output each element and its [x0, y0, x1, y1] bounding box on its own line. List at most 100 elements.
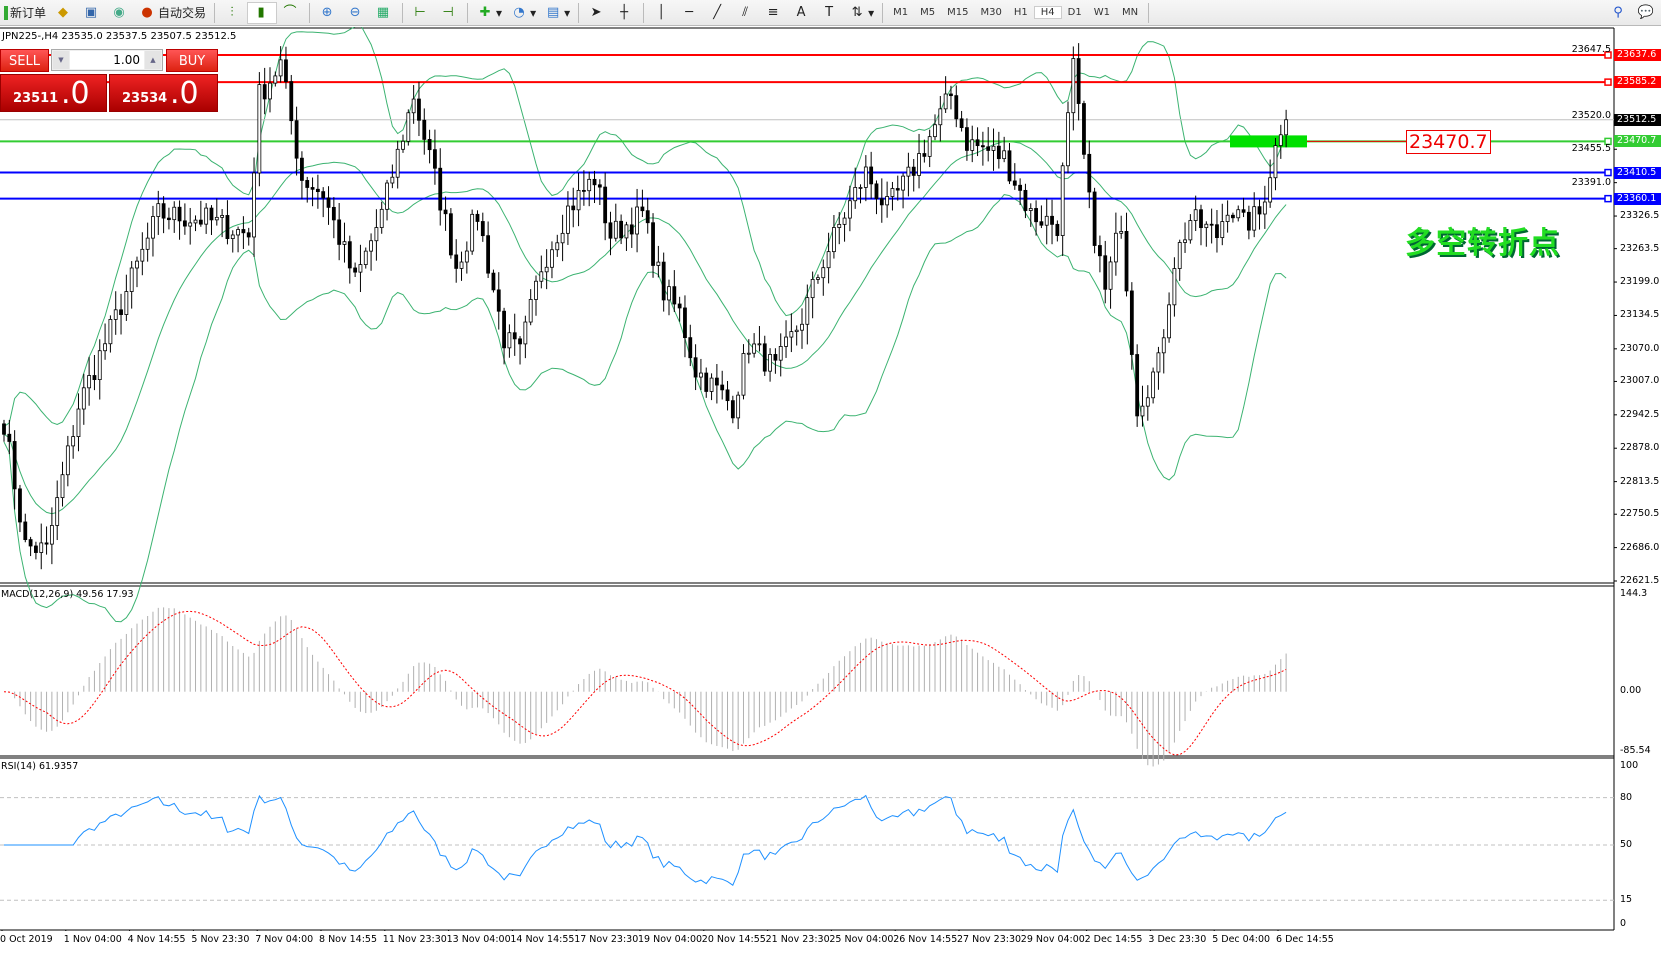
bullish-candle — [847, 200, 852, 219]
crosshair-icon: ┼ — [620, 4, 629, 20]
lots-input[interactable] — [70, 51, 144, 69]
bearish-candle — [879, 198, 884, 206]
crosshair-button[interactable]: ┼ — [611, 2, 639, 24]
bullish-candle — [140, 248, 145, 262]
timeframe-m30[interactable]: M30 — [980, 7, 1002, 18]
bearish-candle — [92, 375, 97, 381]
bearish-candle — [571, 205, 576, 211]
bullish-candle — [97, 350, 102, 381]
chat-button[interactable]: 💬 — [1633, 2, 1661, 24]
bullish-candle — [709, 377, 714, 392]
time-axis-label: 6 Dec 14:55 — [1276, 934, 1334, 945]
bullish-candle — [87, 375, 92, 389]
bullish-candle — [220, 215, 225, 218]
bullish-candle — [1220, 221, 1225, 239]
signals-button[interactable]: ◉ — [106, 2, 134, 24]
bullish-candle — [273, 75, 278, 84]
lots-stepper[interactable]: ▼ ▲ — [51, 49, 163, 71]
bullish-candle — [1044, 215, 1049, 226]
time-axis-label: 3 Dec 23:30 — [1148, 934, 1207, 945]
bullish-candle — [699, 372, 703, 378]
indicators-button[interactable]: ✚ ▾ — [472, 2, 506, 24]
bullish-candle — [1167, 304, 1171, 339]
bullish-candle — [752, 343, 757, 354]
bearish-candle — [480, 221, 485, 237]
buy-button[interactable]: BUY — [166, 49, 218, 72]
autotrade-button[interactable]: ● 自动交易 — [134, 2, 210, 24]
text-button[interactable]: A — [788, 2, 816, 24]
zoom-in-button[interactable]: ⊕ — [314, 2, 342, 24]
price-axis-label: 22621.5 — [1620, 575, 1660, 586]
bearish-candle — [284, 59, 288, 82]
bearish-candle — [619, 220, 624, 239]
line-chart-button[interactable]: ⌒ — [277, 2, 305, 24]
trendline-button[interactable]: ╱ — [704, 2, 732, 24]
bullish-candle — [151, 216, 155, 239]
bearish-candle — [954, 95, 959, 120]
templates-button[interactable]: ▤ ▾ — [540, 2, 574, 24]
timeframe-m1[interactable]: M1 — [893, 7, 909, 18]
sell-price-button[interactable]: 23511 .0 — [0, 74, 107, 112]
cursor-button[interactable]: ➤ — [583, 2, 611, 24]
bearish-candle — [1209, 223, 1214, 226]
candlestick-button[interactable]: ▮ — [247, 1, 278, 24]
bullish-candle — [1225, 214, 1230, 222]
bearish-candle — [305, 180, 310, 188]
time-axis-label: 21 Nov 23:30 — [765, 934, 830, 945]
bearish-candle — [1050, 215, 1054, 225]
lots-decrease-button[interactable]: ▼ — [53, 51, 69, 69]
chart-shift-button[interactable]: ⊣ — [435, 2, 463, 24]
bearish-candle — [996, 145, 1001, 160]
bullish-candle — [363, 250, 368, 265]
timeframe-mn[interactable]: MN — [1121, 7, 1139, 18]
bearish-candle — [1246, 211, 1251, 231]
bar-chart-button[interactable]: ⫶ — [219, 2, 247, 24]
annotation-text: 多空转折点 — [1405, 226, 1560, 261]
arrows-button[interactable]: ⇅ ▾ — [844, 2, 878, 24]
history-button[interactable]: ◆ — [50, 2, 78, 24]
timeframe-w1[interactable]: W1 — [1093, 7, 1110, 18]
buy-price-button[interactable]: 23534 .0 — [109, 74, 218, 112]
level-handle — [1604, 168, 1612, 177]
tile-windows-button[interactable]: ▦ — [370, 2, 398, 24]
sell-button[interactable]: SELL — [0, 49, 49, 72]
timeframe-h4[interactable]: H4 — [1033, 6, 1062, 19]
level-zone-rectangle — [1230, 135, 1307, 148]
autoscroll-button[interactable]: ⊢ — [407, 2, 435, 24]
bullish-candle — [390, 176, 395, 184]
periods-button[interactable]: ◔ ▾ — [506, 2, 540, 24]
bullish-candle — [736, 394, 741, 419]
bullish-candle — [1108, 261, 1113, 290]
zoom-out-button[interactable]: ⊖ — [342, 2, 370, 24]
price-axis-label: 23199.0 — [1620, 276, 1660, 288]
price-chart[interactable] — [0, 27, 1661, 931]
timeframe-d1[interactable]: D1 — [1067, 7, 1082, 18]
line-chart-icon: ⌒ — [283, 4, 297, 20]
channel-button[interactable]: ⫽ — [732, 2, 760, 24]
bullish-candle — [252, 172, 256, 238]
bearish-candle — [645, 210, 650, 224]
timeframe-m15[interactable]: M15 — [947, 7, 969, 18]
bearish-candle — [512, 332, 517, 340]
terminal-button[interactable]: ▣ — [78, 2, 106, 24]
candlestick-icon: ▮ — [257, 4, 265, 20]
fibonacci-button[interactable]: ≡ — [760, 2, 788, 24]
new-order-button[interactable]: 新订单 — [0, 2, 50, 24]
signal-icon: ◉ — [113, 4, 125, 20]
bearish-candle — [640, 206, 645, 212]
horizontal-line-button[interactable]: ─ — [676, 2, 704, 24]
search-button[interactable]: ⚲ — [1605, 2, 1633, 24]
timeframe-m5[interactable]: M5 — [920, 7, 936, 18]
bullish-candle — [842, 217, 847, 225]
bearish-candle — [1231, 214, 1235, 219]
lots-increase-button[interactable]: ▲ — [145, 51, 161, 69]
bearish-candle — [326, 197, 331, 208]
bullish-candle — [523, 321, 528, 345]
timeframe-h1[interactable]: H1 — [1013, 7, 1028, 18]
bearish-candle — [167, 217, 171, 221]
bullish-candle — [853, 187, 858, 202]
vertical-line-button[interactable]: │ — [648, 2, 676, 24]
bullish-candle — [539, 271, 544, 282]
bearish-candle — [300, 157, 304, 181]
text-label-button[interactable]: T — [816, 2, 844, 24]
